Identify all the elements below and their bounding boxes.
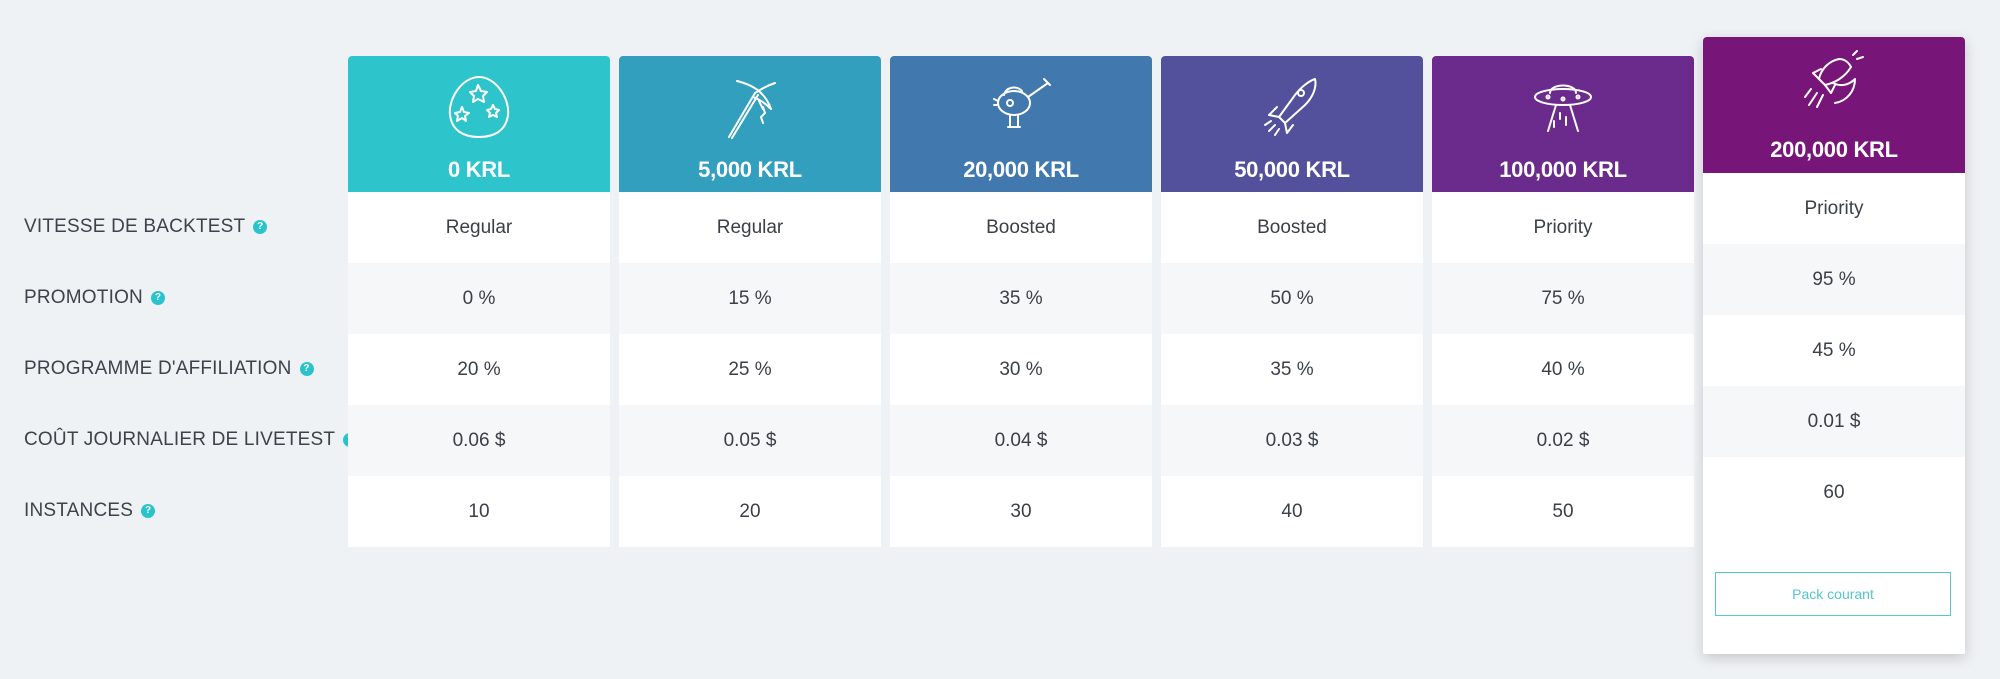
cell-livetest-cost: 0.02 $ xyxy=(1432,405,1694,476)
cell-instances: 50 xyxy=(1552,500,1574,522)
cell-livetest-cost: 0.04 $ xyxy=(890,405,1152,476)
cell-instances: 10 xyxy=(468,500,490,522)
ray-gun-icon xyxy=(993,78,1051,128)
cell-backtest-speed: Boosted xyxy=(1257,216,1327,238)
pack-column-200000-krl[interactable]: 200,000 KRL Priority 95 % 45 % 0.01 $ 60… xyxy=(1703,37,1965,654)
help-icon[interactable]: ? xyxy=(299,362,314,376)
pack-header: 100,000 KRL xyxy=(1432,56,1694,192)
pack-column-0-krl[interactable]: 0 KRL Regular 0 % 20 % 0.06 $ 10 xyxy=(348,56,610,547)
help-icon[interactable]: ? xyxy=(253,220,268,234)
pack-header: 200,000 KRL xyxy=(1703,37,1965,173)
cell-livetest-cost: 0.05 $ xyxy=(619,405,881,476)
row-label-instances: INSTANCES ? xyxy=(24,491,156,531)
pack-price: 0 KRL xyxy=(447,157,511,182)
cell-instances: 40 xyxy=(1281,500,1303,522)
ufo-icon xyxy=(1534,84,1592,132)
pack-header: 5,000 KRL xyxy=(619,56,881,192)
pack-price: 200,000 KRL xyxy=(1770,137,1898,162)
row-label-promotion: PROMOTION ? xyxy=(24,278,165,318)
help-icon[interactable]: ? xyxy=(150,291,165,305)
cell-affiliation: 40 % xyxy=(1541,358,1585,380)
cell-livetest-cost: 0.01 $ xyxy=(1703,386,1965,457)
cell-affiliation: 35 % xyxy=(1270,358,1314,380)
row-label-text: COÛT JOURNALIER DE LIVETEST xyxy=(24,429,336,450)
current-pack-button[interactable]: Pack courant xyxy=(1715,572,1951,616)
cell-instances: 20 xyxy=(739,500,761,522)
row-label-text: PROGRAMME D'AFFILIATION xyxy=(24,358,292,379)
cell-affiliation: 25 % xyxy=(728,358,772,380)
cell-backtest-speed: Regular xyxy=(445,216,513,238)
cell-promotion: 50 % xyxy=(1161,263,1423,334)
pack-column-50000-krl[interactable]: 50,000 KRL Boosted 50 % 35 % 0.03 $ 40 xyxy=(1161,56,1423,547)
cell-instances: 30 xyxy=(1010,500,1032,522)
spaceship-icon xyxy=(1804,50,1864,108)
rocket-icon xyxy=(1264,78,1317,136)
cell-affiliation: 20 % xyxy=(457,358,501,380)
cell-backtest-speed: Boosted xyxy=(986,216,1056,238)
pack-column-5000-krl[interactable]: 5,000 KRL Regular 15 % 25 % 0.05 $ 20 xyxy=(619,56,881,547)
pack-column-100000-krl[interactable]: 100,000 KRL Priority 75 % 40 % 0.02 $ 50 xyxy=(1432,56,1694,547)
row-label-livetest-cost: COÛT JOURNALIER DE LIVETEST ? xyxy=(24,420,358,460)
pack-header: 50,000 KRL xyxy=(1161,56,1423,192)
pack-price: 20,000 KRL xyxy=(963,157,1079,182)
cell-affiliation: 30 % xyxy=(999,358,1043,380)
cell-livetest-cost: 0.03 $ xyxy=(1161,405,1423,476)
cell-promotion: 95 % xyxy=(1703,244,1965,315)
cell-backtest-speed: Regular xyxy=(716,216,784,238)
pack-price: 50,000 KRL xyxy=(1234,157,1350,182)
cell-promotion: 75 % xyxy=(1432,263,1694,334)
pack-column-20000-krl[interactable]: 20,000 KRL Boosted 35 % 30 % 0.04 $ 30 xyxy=(890,56,1152,547)
row-label-text: PROMOTION xyxy=(24,287,143,308)
row-label-text: VITESSE DE BACKTEST xyxy=(24,216,246,237)
pickaxe-icon xyxy=(728,80,776,139)
cell-affiliation: 45 % xyxy=(1812,339,1856,361)
pack-price: 5,000 KRL xyxy=(698,157,802,182)
cell-livetest-cost: 0.06 $ xyxy=(348,405,610,476)
pack-header: 0 KRL xyxy=(348,56,610,192)
cell-promotion: 35 % xyxy=(890,263,1152,334)
cell-backtest-speed: Priority xyxy=(1804,197,1864,219)
pack-header: 20,000 KRL xyxy=(890,56,1152,192)
help-icon[interactable]: ? xyxy=(141,504,156,518)
row-label-affiliation: PROGRAMME D'AFFILIATION ? xyxy=(24,349,314,389)
cell-promotion: 15 % xyxy=(619,263,881,334)
row-label-text: INSTANCES xyxy=(24,500,134,521)
egg-icon xyxy=(448,76,510,138)
row-label-backtest-speed: VITESSE DE BACKTEST ? xyxy=(24,207,268,247)
cell-promotion: 0 % xyxy=(348,263,610,334)
cell-backtest-speed: Priority xyxy=(1533,216,1593,238)
cell-instances: 60 xyxy=(1823,481,1845,503)
pack-price: 100,000 KRL xyxy=(1499,157,1627,182)
